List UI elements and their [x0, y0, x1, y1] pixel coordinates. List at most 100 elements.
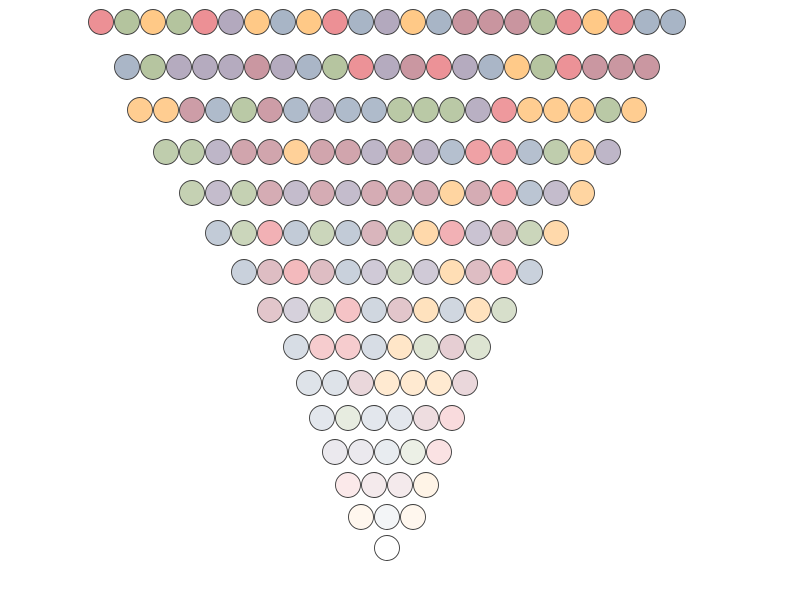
funnel-dot: [504, 54, 530, 80]
funnel-dot: [257, 220, 283, 246]
funnel-row-13: [335, 472, 439, 498]
funnel-row-5: [179, 180, 595, 206]
funnel-dot: [361, 405, 387, 431]
funnel-dot: [543, 180, 569, 206]
funnel-dot: [361, 334, 387, 360]
funnel-dot: [231, 220, 257, 246]
funnel-dot: [400, 370, 426, 396]
funnel-dot: [491, 220, 517, 246]
funnel-dot: [374, 439, 400, 465]
funnel-dot: [413, 220, 439, 246]
funnel-dot: [387, 97, 413, 123]
funnel-dot: [309, 220, 335, 246]
funnel-dot: [517, 259, 543, 285]
funnel-dot: [517, 180, 543, 206]
funnel-dot: [192, 54, 218, 80]
funnel-dot: [309, 259, 335, 285]
funnel-row-14: [348, 504, 426, 530]
funnel-dot: [387, 139, 413, 165]
funnel-dot: [335, 334, 361, 360]
funnel-dot: [543, 139, 569, 165]
funnel-dot: [439, 220, 465, 246]
funnel-dot: [309, 405, 335, 431]
funnel-dot: [439, 97, 465, 123]
funnel-dot: [335, 97, 361, 123]
funnel-dot: [361, 220, 387, 246]
funnel-dot: [361, 259, 387, 285]
funnel-dot: [309, 139, 335, 165]
funnel-dot: [465, 297, 491, 323]
funnel-dot: [530, 54, 556, 80]
funnel-dot: [634, 54, 660, 80]
funnel-dot: [374, 54, 400, 80]
funnel-dot: [595, 97, 621, 123]
funnel-dot: [335, 472, 361, 498]
funnel-dot: [387, 334, 413, 360]
funnel-dot: [231, 139, 257, 165]
funnel-dot: [413, 139, 439, 165]
funnel-dot: [140, 9, 166, 35]
funnel-dot: [335, 297, 361, 323]
funnel-dot: [582, 54, 608, 80]
funnel-dot: [296, 54, 322, 80]
funnel-dot: [231, 259, 257, 285]
funnel-dot: [166, 54, 192, 80]
funnel-dot: [413, 334, 439, 360]
funnel-dot: [309, 180, 335, 206]
funnel-dot: [309, 297, 335, 323]
funnel-dot: [465, 259, 491, 285]
funnel-row-12: [322, 439, 452, 465]
funnel-dot: [413, 180, 439, 206]
funnel-dot: [361, 139, 387, 165]
funnel-dot: [569, 180, 595, 206]
funnel-dot: [309, 97, 335, 123]
funnel-dot: [491, 139, 517, 165]
funnel-dot: [140, 54, 166, 80]
funnel-dot: [439, 259, 465, 285]
funnel-dot: [517, 97, 543, 123]
funnel-row-4: [153, 139, 621, 165]
funnel-dot: [426, 54, 452, 80]
funnel-dot: [400, 54, 426, 80]
funnel-dot: [270, 9, 296, 35]
funnel-dot: [517, 139, 543, 165]
funnel-dot: [270, 54, 296, 80]
funnel-dot: [439, 297, 465, 323]
funnel-dot: [231, 97, 257, 123]
funnel-dot: [582, 9, 608, 35]
funnel-dot: [660, 9, 686, 35]
funnel-dot: [348, 54, 374, 80]
funnel-dot: [439, 139, 465, 165]
funnel-dot: [257, 139, 283, 165]
funnel-dot: [205, 97, 231, 123]
funnel-dot: [283, 297, 309, 323]
funnel-dot: [452, 370, 478, 396]
funnel-dot: [634, 9, 660, 35]
funnel-dot: [465, 139, 491, 165]
funnel-dot: [387, 472, 413, 498]
funnel-dot: [257, 180, 283, 206]
funnel-dot: [569, 139, 595, 165]
funnel-dot: [335, 259, 361, 285]
funnel-dot: [231, 180, 257, 206]
funnel-dot: [283, 180, 309, 206]
funnel-dot: [257, 97, 283, 123]
funnel-dot: [491, 297, 517, 323]
funnel-dot: [491, 180, 517, 206]
funnel-row-6: [205, 220, 569, 246]
funnel-dot: [465, 220, 491, 246]
funnel-dot: [283, 334, 309, 360]
funnel-dot: [543, 97, 569, 123]
funnel-dot: [322, 54, 348, 80]
funnel-dot: [88, 9, 114, 35]
funnel-dot: [192, 9, 218, 35]
funnel-dot: [335, 220, 361, 246]
funnel-dot: [387, 297, 413, 323]
funnel-dot: [127, 97, 153, 123]
funnel-dot: [322, 370, 348, 396]
funnel-row-2: [114, 54, 660, 80]
funnel-dot: [114, 54, 140, 80]
funnel-dot: [374, 535, 400, 561]
funnel-dot: [374, 9, 400, 35]
